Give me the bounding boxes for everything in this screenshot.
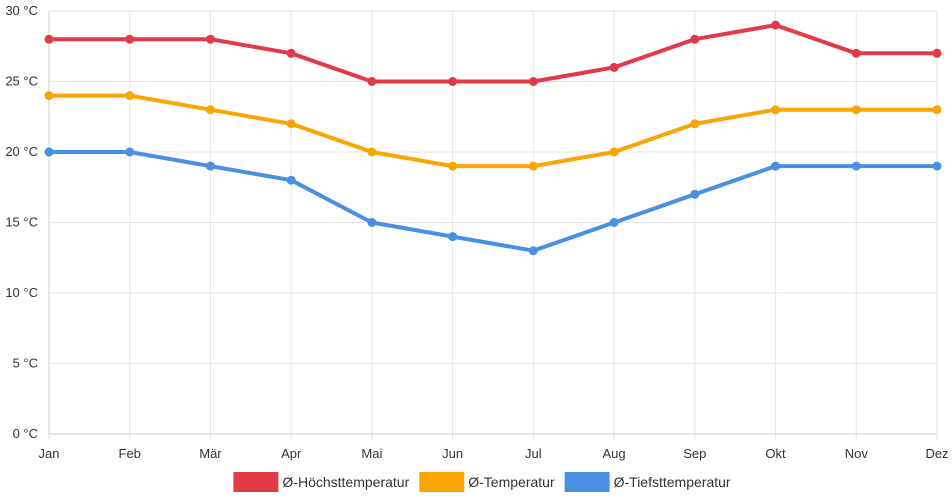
- data-point-max[interactable]: [205, 34, 215, 44]
- data-point-avg[interactable]: [851, 105, 861, 115]
- data-point-min[interactable]: [205, 161, 215, 171]
- data-point-avg[interactable]: [690, 119, 700, 129]
- y-tick-label: 25 °C: [5, 74, 38, 89]
- y-tick-label: 15 °C: [5, 215, 38, 230]
- grid-layer: [48, 10, 938, 440]
- series-avg: [44, 91, 942, 171]
- x-tick-label: Sep: [683, 446, 706, 461]
- data-point-max[interactable]: [125, 34, 135, 44]
- x-tick-label: Nov: [845, 446, 869, 461]
- data-point-min[interactable]: [609, 218, 619, 227]
- axis-layer: 0 °C 5 °C 10 °C 15 °C 20 °C 25 °C 30 °C Jan Feb M…: [5, 3, 948, 461]
- y-tick-label: 20 °C: [5, 144, 38, 159]
- data-point-avg[interactable]: [771, 105, 781, 115]
- data-point-max[interactable]: [367, 77, 377, 86]
- y-tick-label: 0 °C: [13, 426, 38, 441]
- x-tick-label: Dez: [925, 446, 948, 461]
- data-point-avg[interactable]: [528, 161, 538, 171]
- data-point-max[interactable]: [286, 48, 296, 58]
- x-tick-label: Mai: [361, 446, 382, 461]
- series-line-max: [47, 23, 939, 84]
- data-point-min[interactable]: [528, 246, 538, 256]
- y-tick-label: 10 °C: [5, 285, 38, 300]
- series-line-min: [47, 150, 939, 253]
- data-point-avg[interactable]: [44, 91, 54, 101]
- data-point-max[interactable]: [771, 20, 781, 30]
- legend-label-max: Ø-Höchsttemperatur: [282, 474, 409, 490]
- data-point-max[interactable]: [44, 34, 54, 44]
- legend-swatch-min: [564, 472, 610, 492]
- data-point-min[interactable]: [448, 232, 458, 242]
- data-point-min[interactable]: [125, 147, 135, 157]
- data-point-avg[interactable]: [448, 161, 458, 171]
- series-min: [44, 147, 942, 256]
- data-point-max[interactable]: [528, 77, 538, 86]
- legend: Ø-Höchsttemperatur Ø-Temperatur Ø-Tiefstte…: [233, 472, 731, 492]
- x-tick-label: Jun: [442, 446, 463, 461]
- data-point-avg[interactable]: [205, 105, 215, 115]
- x-tick-label: Apr: [281, 446, 302, 461]
- series-max: [44, 20, 942, 86]
- y-tick-label: 30 °C: [5, 3, 38, 18]
- data-point-min[interactable]: [690, 189, 700, 199]
- legend-item-max[interactable]: Ø-Höchsttemperatur: [233, 472, 410, 492]
- data-point-max[interactable]: [609, 62, 619, 72]
- data-point-min[interactable]: [851, 161, 861, 171]
- data-point-avg[interactable]: [932, 105, 942, 115]
- data-point-max[interactable]: [448, 77, 458, 86]
- legend-swatch-avg: [419, 472, 465, 492]
- data-point-max[interactable]: [851, 48, 861, 58]
- data-point-min[interactable]: [932, 161, 942, 171]
- data-point-avg[interactable]: [367, 147, 377, 157]
- data-point-max[interactable]: [932, 48, 942, 58]
- legend-label-min: Ø-Tiefsttemperatur: [614, 474, 731, 490]
- legend-label-avg: Ø-Temperatur: [468, 474, 555, 490]
- data-point-avg[interactable]: [286, 119, 296, 129]
- data-point-min[interactable]: [367, 218, 377, 227]
- legend-swatch-max: [233, 472, 279, 492]
- x-tick-label: Mär: [199, 446, 222, 461]
- data-point-min[interactable]: [286, 175, 296, 185]
- data-point-avg[interactable]: [609, 147, 619, 157]
- data-point-max[interactable]: [690, 34, 700, 44]
- x-tick-label: Feb: [119, 446, 141, 461]
- series-line-avg: [47, 93, 939, 169]
- y-tick-label: 5 °C: [13, 356, 38, 371]
- x-tick-label: Jan: [39, 446, 60, 461]
- series-layer: [44, 20, 942, 256]
- data-point-min[interactable]: [44, 147, 54, 157]
- legend-item-avg[interactable]: Ø-Temperatur: [419, 472, 555, 492]
- x-tick-label: Aug: [603, 446, 626, 461]
- x-tick-label: Okt: [765, 446, 786, 461]
- data-point-avg[interactable]: [125, 91, 135, 101]
- data-point-min[interactable]: [771, 161, 781, 171]
- legend-item-min[interactable]: Ø-Tiefsttemperatur: [564, 472, 731, 492]
- x-tick-label: Jul: [525, 446, 542, 461]
